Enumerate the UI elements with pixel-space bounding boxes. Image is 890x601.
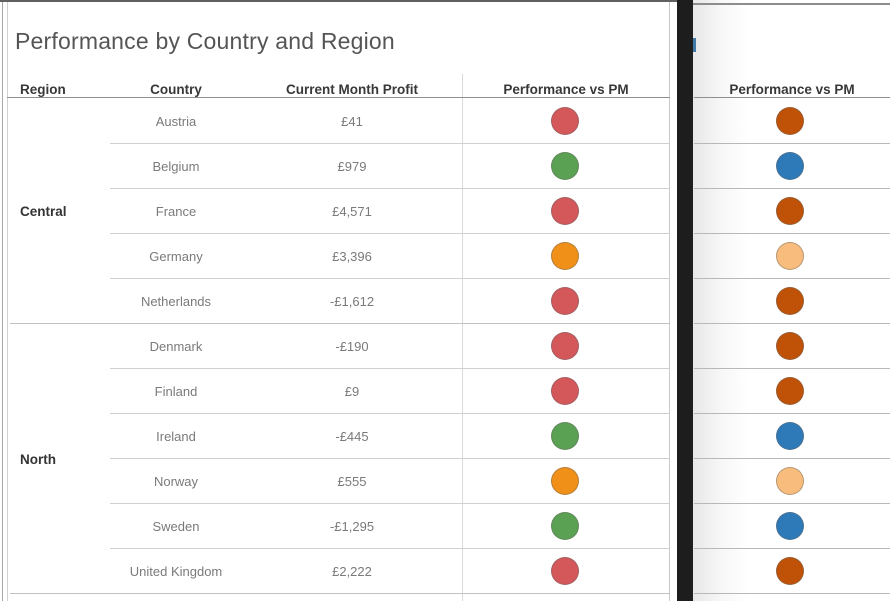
window-left-edge (2, 2, 3, 601)
blue-status-dot-icon[interactable] (776, 152, 804, 180)
green-status-dot-icon[interactable] (551, 512, 579, 540)
row-separator (110, 458, 670, 459)
table-row: Austria £41 (0, 99, 890, 144)
table-row: Norway £555 (0, 459, 890, 504)
table-row: Finland £9 (0, 369, 890, 414)
table-row: Netherlands -£1,612 (0, 279, 890, 324)
column-header-region: Region (20, 82, 66, 97)
row-separator-right (694, 143, 890, 144)
profit-cell[interactable]: -£1,295 (329, 519, 375, 534)
dark_orange-status-dot-icon[interactable] (776, 377, 804, 405)
dark_orange-status-dot-icon[interactable] (776, 107, 804, 135)
country-cell[interactable]: Belgium (152, 159, 200, 174)
red-status-dot-icon[interactable] (551, 377, 579, 405)
country-cell[interactable]: Germany (149, 249, 203, 264)
row-separator (110, 548, 670, 549)
row-separator (110, 503, 670, 504)
row-separator-right (694, 278, 890, 279)
country-cell[interactable]: Finland (154, 384, 198, 399)
table-row: Sweden -£1,295 (0, 504, 890, 549)
row-separator-right (694, 188, 890, 189)
table-row: Denmark -£190 (0, 324, 890, 369)
orange-status-dot-icon[interactable] (551, 467, 579, 495)
blue-status-dot-icon[interactable] (776, 422, 804, 450)
country-cell[interactable]: Norway (153, 474, 199, 489)
column-header-profit: Current Month Profit (286, 82, 418, 97)
header-underline (7, 97, 670, 98)
red-status-dot-icon[interactable] (551, 107, 579, 135)
table-row: Germany £3,396 (0, 234, 890, 279)
table-row: France £4,571 (0, 189, 890, 234)
country-cell[interactable]: France (155, 204, 197, 219)
country-cell[interactable]: Netherlands (140, 294, 212, 309)
row-separator-right (694, 593, 890, 594)
table-row: United Kingdom £2,222 (0, 549, 890, 594)
light_orange-status-dot-icon[interactable] (776, 242, 804, 270)
blue-status-dot-icon[interactable] (776, 512, 804, 540)
column-separator (462, 74, 463, 601)
profit-cell[interactable]: £2,222 (332, 564, 372, 579)
blue-caret-artifact (693, 38, 696, 52)
profit-cell[interactable]: -£445 (335, 429, 369, 444)
header-underline-right (694, 97, 890, 98)
row-separator-right (694, 458, 890, 459)
dark_orange-status-dot-icon[interactable] (776, 557, 804, 585)
column-header-country: Country (150, 82, 202, 97)
dark_orange-status-dot-icon[interactable] (776, 197, 804, 225)
row-separator-right (694, 323, 890, 324)
card-left-border (7, 2, 8, 601)
page-title: Performance by Country and Region (15, 28, 395, 54)
profit-cell[interactable]: £979 (337, 159, 367, 174)
profit-cell[interactable]: -£1,612 (329, 294, 375, 309)
row-separator-right (694, 233, 890, 234)
table-row: Belgium £979 (0, 144, 890, 189)
column-header-performance-right: Performance vs PM (729, 82, 855, 97)
row-separator (110, 368, 670, 369)
profit-cell[interactable]: £41 (341, 114, 363, 129)
region-label-north[interactable]: North (20, 452, 56, 467)
profit-cell[interactable]: £3,396 (332, 249, 372, 264)
row-separator (110, 143, 670, 144)
dark_orange-status-dot-icon[interactable] (776, 332, 804, 360)
profit-cell[interactable]: -£190 (335, 339, 369, 354)
window-divider (677, 0, 693, 601)
red-status-dot-icon[interactable] (551, 332, 579, 360)
profit-cell[interactable]: £4,571 (332, 204, 372, 219)
profit-cell[interactable]: £9 (344, 384, 360, 399)
row-separator-right (694, 368, 890, 369)
row-separator (110, 413, 670, 414)
orange-status-dot-icon[interactable] (551, 242, 579, 270)
region-label-central[interactable]: Central (20, 204, 67, 219)
country-cell[interactable]: Denmark (149, 339, 203, 354)
green-status-dot-icon[interactable] (551, 422, 579, 450)
row-separator (110, 188, 670, 189)
red-status-dot-icon[interactable] (551, 197, 579, 225)
country-cell[interactable]: Austria (155, 114, 197, 129)
light_orange-status-dot-icon[interactable] (776, 467, 804, 495)
table-row: Ireland -£445 (0, 414, 890, 459)
right-panel-top-border (693, 3, 890, 5)
card-right-border (669, 2, 670, 601)
country-cell[interactable]: United Kingdom (129, 564, 223, 579)
row-separator (10, 593, 670, 594)
row-separator (110, 278, 670, 279)
row-separator-right (694, 548, 890, 549)
row-separator (10, 323, 670, 324)
profit-cell[interactable]: £555 (337, 474, 367, 489)
country-cell[interactable]: Ireland (156, 429, 196, 444)
country-cell[interactable]: Sweden (152, 519, 200, 534)
card-top-border (0, 0, 677, 2)
dark_orange-status-dot-icon[interactable] (776, 287, 804, 315)
column-header-performance: Performance vs PM (503, 82, 629, 97)
row-separator-right (694, 503, 890, 504)
row-separator-right (694, 413, 890, 414)
red-status-dot-icon[interactable] (551, 287, 579, 315)
green-status-dot-icon[interactable] (551, 152, 579, 180)
red-status-dot-icon[interactable] (551, 557, 579, 585)
row-separator (110, 233, 670, 234)
